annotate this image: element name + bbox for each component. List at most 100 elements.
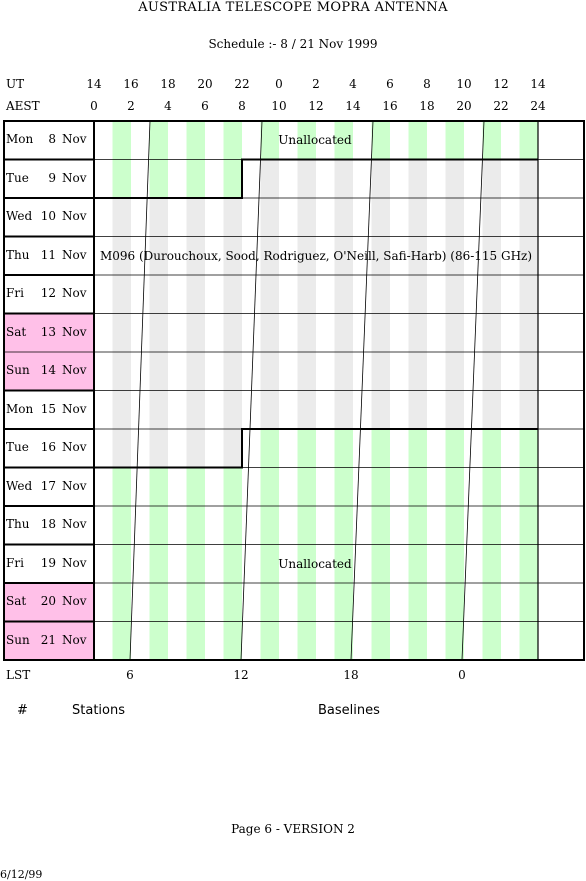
grey-stripe: [260, 352, 279, 391]
green-stripe: [297, 467, 316, 506]
aest-tick: 2: [127, 99, 135, 113]
day-name: Tue: [6, 170, 29, 185]
baselines-column-header: Baselines: [318, 703, 380, 718]
day-name: Mon: [6, 401, 34, 416]
green-stripe: [260, 467, 279, 506]
day-number: 10: [40, 209, 56, 224]
green-stripe: [186, 467, 205, 506]
grey-stripe: [223, 198, 242, 237]
grey-stripe: [482, 159, 501, 198]
number-column-header: #: [17, 703, 28, 718]
ut-label: UT: [6, 77, 25, 91]
grey-stripe: [445, 159, 464, 198]
green-stripe: [112, 159, 131, 198]
grey-stripe: [519, 390, 538, 429]
green-stripe: [186, 121, 205, 160]
grey-stripe: [482, 352, 501, 391]
green-stripe: [223, 621, 242, 660]
grey-stripe: [149, 236, 168, 275]
day-label: Fri 12 Nov: [6, 286, 87, 300]
green-stripe: [223, 159, 242, 198]
aest-tick: 20: [456, 99, 472, 113]
ut-tick: 10: [456, 77, 472, 91]
day-label: Tue 16 Nov: [6, 440, 87, 454]
grey-stripe: [149, 352, 168, 391]
grey-stripe: [408, 275, 427, 314]
green-stripe: [445, 121, 464, 160]
lst-tick: 0: [458, 668, 466, 682]
green-stripe: [297, 583, 316, 622]
grey-stripe: [482, 313, 501, 352]
day-label: Wed 10 Nov: [6, 209, 87, 223]
green-stripe: [260, 583, 279, 622]
allocation-boundary: [94, 158, 538, 199]
day-name: Fri: [6, 555, 24, 570]
aest-tick: 22: [493, 99, 509, 113]
day-name: Thu: [6, 247, 30, 262]
green-stripe: [519, 429, 538, 468]
day-name: Wed: [6, 209, 33, 224]
green-stripe: [482, 583, 501, 622]
grey-stripe: [297, 275, 316, 314]
day-label: Thu 11 Nov: [6, 248, 87, 262]
green-stripe: [371, 621, 390, 660]
green-stripe: [186, 506, 205, 545]
grey-stripe: [149, 429, 168, 468]
day-name: Sat: [6, 594, 27, 609]
green-stripe: [371, 467, 390, 506]
green-stripe: [482, 429, 501, 468]
grey-stripe: [334, 198, 353, 237]
grey-stripe: [297, 236, 316, 275]
day-month: Nov: [62, 209, 87, 224]
weekend-day-cell: [4, 583, 94, 622]
day-month: Nov: [62, 401, 87, 416]
grey-stripe: [334, 159, 353, 198]
green-stripe: [223, 121, 242, 160]
ut-tick: 0: [275, 77, 283, 91]
aest-tick: 0: [90, 99, 98, 113]
lst-line: [461, 120, 485, 661]
ut-tick: 14: [86, 77, 102, 91]
green-stripe: [260, 506, 279, 545]
grey-stripe: [223, 313, 242, 352]
green-stripe: [408, 621, 427, 660]
grey-stripe: [519, 159, 538, 198]
stations-column-header: Stations: [72, 703, 125, 718]
grey-stripe: [482, 198, 501, 237]
green-stripe: [519, 544, 538, 583]
ut-tick: 2: [312, 77, 320, 91]
day-number: 14: [40, 363, 56, 378]
day-month: Nov: [62, 478, 87, 493]
grey-stripe: [112, 429, 131, 468]
grey-stripe: [482, 275, 501, 314]
green-stripe: [371, 544, 390, 583]
grid-outer-border: [3, 120, 585, 661]
green-stripe: [112, 583, 131, 622]
lst-line: [240, 120, 263, 661]
day-month: Nov: [62, 517, 87, 532]
grey-stripe: [112, 313, 131, 352]
green-stripe: [297, 544, 316, 583]
day-label: Sun 21 Nov: [6, 633, 87, 647]
day-name: Sun: [6, 632, 30, 647]
day-name: Thu: [6, 517, 30, 532]
allocation-boundary: [94, 428, 538, 469]
green-stripe: [482, 621, 501, 660]
green-stripe: [223, 583, 242, 622]
day-number: 11: [40, 247, 56, 262]
lst-tick: 18: [343, 668, 359, 682]
project-label: M096 (Durouchoux, Sood, Rodriguez, O'Nei…: [99, 249, 533, 263]
grey-stripe: [334, 352, 353, 391]
green-stripe: [482, 506, 501, 545]
day-number: 8: [48, 132, 56, 147]
lst-line: [129, 120, 151, 661]
grey-stripe: [112, 275, 131, 314]
green-stripe: [445, 583, 464, 622]
green-stripe: [297, 429, 316, 468]
grey-stripe: [334, 275, 353, 314]
grey-stripe: [519, 236, 538, 275]
grey-stripe: [519, 313, 538, 352]
day-month: Nov: [62, 286, 87, 301]
green-stripe: [445, 429, 464, 468]
grey-stripe: [519, 275, 538, 314]
